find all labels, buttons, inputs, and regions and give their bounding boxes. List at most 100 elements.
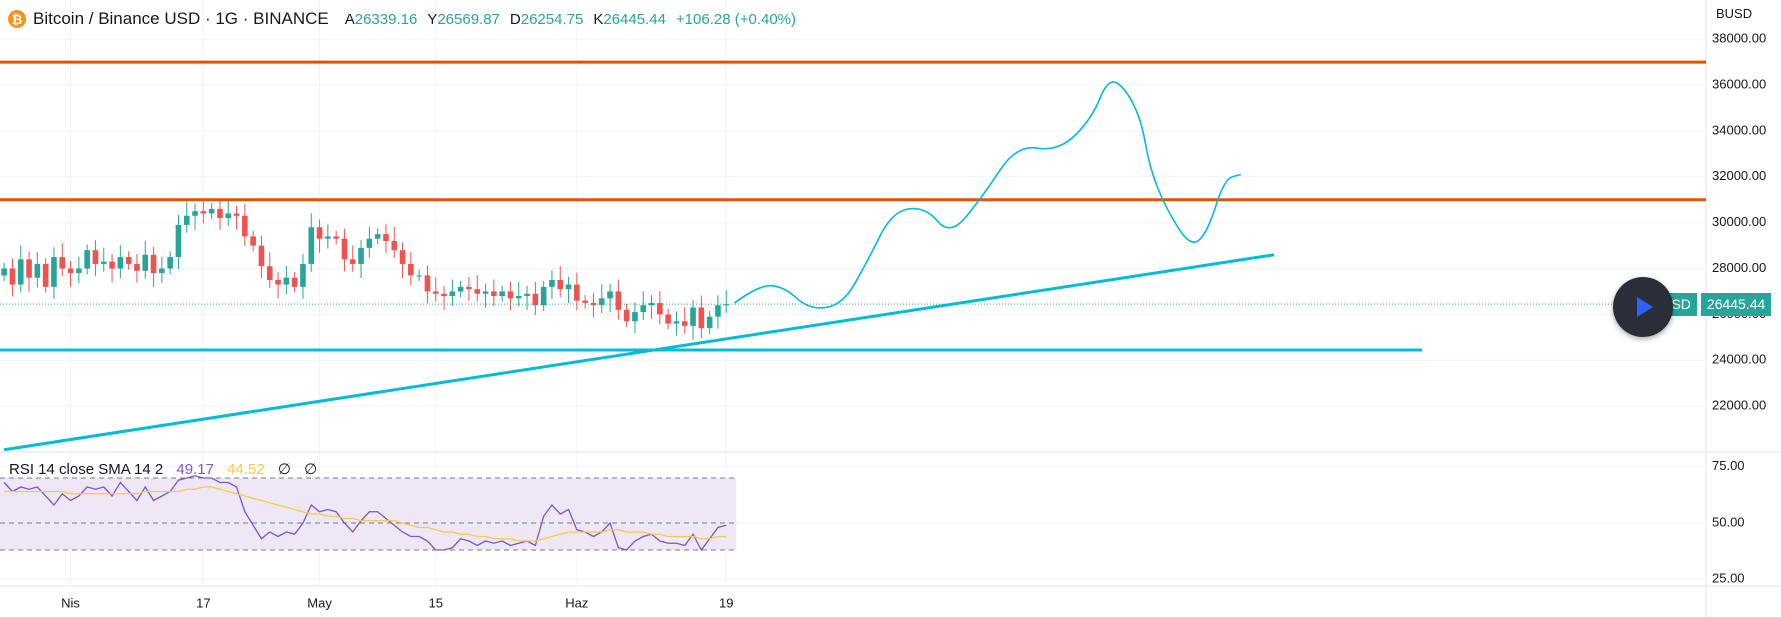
candle	[42, 263, 49, 287]
candle	[266, 266, 273, 280]
candle	[441, 293, 447, 297]
candle	[34, 263, 41, 278]
candle	[615, 291, 622, 310]
rsi-empty-1: ∅	[277, 461, 291, 478]
candle	[491, 291, 497, 297]
candle	[723, 304, 730, 306]
candle	[590, 302, 597, 306]
price-unit: BUSD	[1716, 6, 1753, 21]
candle	[623, 309, 630, 322]
candle	[466, 286, 472, 290]
last-price-value: 26445.44	[1700, 293, 1772, 317]
ohlc-high: Y26569.87	[427, 10, 500, 28]
candle	[1, 268, 7, 276]
candle	[374, 234, 381, 239]
candle	[607, 291, 613, 299]
rsi-title[interactable]: RSI 14 close SMA 14 2	[9, 461, 164, 478]
candle	[341, 238, 348, 260]
candle	[574, 284, 580, 301]
candle	[507, 291, 514, 299]
candle	[565, 284, 572, 290]
ohlc-open: A26339.16	[344, 10, 418, 28]
candle	[308, 227, 315, 264]
candle	[159, 268, 165, 274]
candle	[59, 257, 66, 269]
ohlc-close: K26445.44	[593, 10, 666, 28]
candle	[250, 236, 256, 246]
candle	[92, 250, 99, 264]
candle	[9, 268, 16, 285]
candle	[366, 238, 373, 248]
price-tick-label: 24000.00	[1712, 352, 1766, 367]
candle	[474, 289, 481, 294]
candle	[134, 263, 140, 271]
candle	[150, 254, 157, 274]
price-tick-label: 22000.00	[1712, 398, 1766, 413]
candle	[540, 286, 547, 306]
forecast-drawing	[734, 81, 1242, 309]
time-tick-label: Haz	[565, 595, 588, 610]
candle	[67, 268, 74, 274]
ohlc-low: D26254.75	[509, 10, 584, 28]
candle	[26, 259, 32, 278]
price-tick-label: 36000.00	[1712, 76, 1766, 91]
candle	[283, 277, 290, 285]
axis-labels: 22000.0024000.0026000.0028000.0030000.00…	[61, 31, 1766, 611]
bitcoin-icon: ₿	[8, 10, 26, 28]
symbol-title[interactable]: Bitcoin / Binance USD · 1G · BINANCE	[33, 9, 329, 28]
symbol-legend: ₿ Bitcoin / Binance USD · 1G · BINANCE A…	[8, 8, 796, 30]
candle	[258, 245, 265, 267]
price-tick-label: 32000.00	[1712, 168, 1766, 183]
candle	[416, 275, 422, 277]
candle	[383, 234, 389, 241]
rsi-tick-label: 50.00	[1712, 514, 1745, 529]
candle	[125, 257, 132, 264]
candle	[482, 291, 489, 294]
candle	[316, 227, 323, 239]
candle	[698, 307, 705, 329]
candle	[681, 321, 688, 326]
candle	[233, 213, 240, 216]
sma-line	[4, 486, 727, 542]
play-button[interactable]	[1613, 277, 1673, 337]
time-tick-label: May	[307, 595, 332, 610]
candle	[358, 247, 364, 264]
time-tick-label: 15	[429, 595, 443, 610]
rsi-empty-2: ∅	[304, 461, 318, 478]
candle	[665, 314, 671, 324]
play-icon	[1637, 297, 1653, 317]
candle	[333, 236, 339, 239]
time-tick-label: 19	[719, 595, 733, 610]
candle	[117, 257, 124, 269]
candle	[325, 236, 331, 239]
candle	[225, 213, 232, 219]
candle	[208, 208, 215, 214]
candle	[657, 302, 663, 315]
price-tick-label: 28000.00	[1712, 260, 1766, 275]
candle	[51, 257, 57, 287]
candle	[349, 259, 356, 264]
candle	[524, 293, 530, 297]
time-tick-label: 17	[196, 595, 210, 610]
candle	[715, 305, 721, 317]
candle	[391, 241, 398, 251]
candle	[167, 257, 173, 269]
candle	[499, 291, 505, 297]
candle	[640, 305, 647, 313]
candle	[515, 296, 522, 299]
candle	[632, 312, 638, 322]
candle	[690, 307, 696, 326]
rsi-line	[3, 475, 727, 552]
candle	[100, 261, 107, 264]
candle	[300, 263, 306, 287]
candle	[217, 208, 223, 219]
candle	[275, 279, 281, 285]
candle	[17, 259, 24, 285]
candle	[673, 321, 680, 324]
candles	[1, 199, 730, 340]
candle	[84, 250, 90, 269]
price-tick-label: 34000.00	[1712, 122, 1766, 137]
candle	[457, 286, 464, 292]
candle	[582, 300, 588, 303]
